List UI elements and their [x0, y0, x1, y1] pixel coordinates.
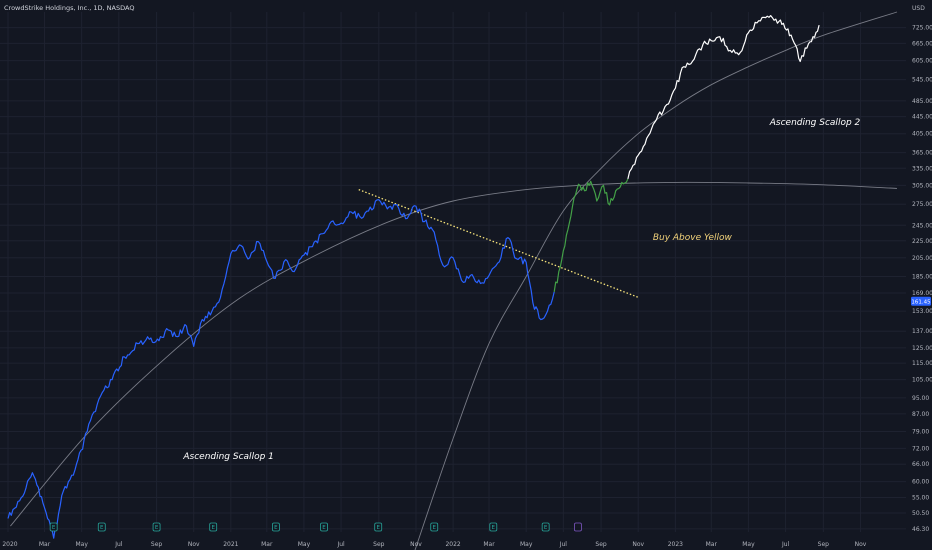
earnings-icon[interactable]: [320, 522, 328, 532]
y-tick-label: 55.00: [912, 494, 929, 501]
earnings-icon[interactable]: [430, 522, 439, 532]
upcoming-earnings-icon[interactable]: [574, 522, 582, 532]
y-tick-label: 60.00: [912, 479, 929, 486]
y-tick-label: 245.00: [912, 222, 932, 229]
time-axis[interactable]: 2020 Mar May Jul Sep Nov 2021 Mar May Jul Sep Nov 20…: [2, 541, 866, 548]
earnings-icon[interactable]: [49, 522, 58, 532]
y-tick-label: 50.50: [912, 510, 929, 517]
earnings-icon[interactable]: [97, 522, 106, 532]
y-tick-label: 105.00: [912, 377, 932, 384]
x-tick-label: 2020: [2, 541, 17, 548]
earnings-icon[interactable]: [489, 522, 498, 532]
x-tick-label: Sep: [151, 541, 163, 548]
y-tick-label: 365.00: [912, 150, 932, 157]
x-tick-label: Sep: [373, 541, 385, 548]
y-tick-label: 125.00: [912, 345, 932, 352]
x-tick-label: May: [520, 541, 533, 548]
scallop-arc-1: [10, 181, 898, 527]
y-tick-label: 545.00: [912, 77, 932, 84]
x-tick-label: Nov: [632, 541, 644, 548]
chart-title: CrowdStrike Holdings, Inc., 1D, NASDAQ: [4, 4, 134, 12]
earnings-label: E: [274, 525, 278, 531]
x-tick-label: May: [298, 541, 311, 548]
earnings-icon[interactable]: [152, 522, 161, 532]
x-tick-label: May: [742, 541, 755, 548]
price-line-segment: [553, 178, 629, 292]
annotation-label: Ascending Scallop 2: [769, 118, 861, 128]
y-tick-label: 335.00: [912, 165, 932, 172]
x-tick-label: Mar: [483, 541, 495, 548]
x-tick-label: 2022: [445, 541, 460, 548]
earnings-icon[interactable]: [272, 522, 280, 532]
x-tick-label: Mar: [39, 541, 51, 548]
y-tick-label: 445.00: [912, 114, 932, 121]
y-tick-label: 153.00: [912, 308, 932, 315]
x-tick-label: May: [75, 541, 88, 548]
y-tick-label: 205.00: [912, 255, 932, 262]
annotations: Ascending Scallop 1 Buy Above Yellow Ascen…: [182, 118, 860, 462]
earnings-label: E: [492, 525, 496, 531]
annotation-label: Ascending Scallop 1: [182, 452, 274, 462]
currency-label: USD: [912, 5, 925, 12]
y-tick-label: 275.00: [912, 201, 932, 208]
y-tick-label: 137.00: [912, 328, 932, 335]
y-tick-label: 115.00: [912, 360, 932, 367]
y-tick-label: 485.00: [912, 98, 932, 105]
earnings-label: E: [100, 525, 104, 531]
price-line-segment: [627, 15, 820, 180]
y-tick-label: 665.00: [912, 40, 932, 47]
earnings-label: E: [52, 525, 56, 531]
x-tick-label: 2023: [668, 541, 683, 548]
y-tick-label: 79.00: [912, 428, 929, 435]
y-tick-label: 46.30: [912, 526, 929, 533]
x-tick-label: 2021: [223, 541, 238, 548]
x-tick-label: Jul: [114, 541, 123, 548]
x-tick-label: Jul: [781, 541, 790, 548]
earnings-icon[interactable]: [541, 522, 550, 532]
earnings-label: E: [544, 525, 548, 531]
grid: [0, 12, 906, 532]
annotation-label: Buy Above Yellow: [653, 233, 733, 243]
y-tick-label: 405.00: [912, 131, 932, 138]
y-tick-label: 169.00: [912, 290, 932, 297]
scallop-arcs: [10, 11, 898, 550]
earnings-icon[interactable]: [374, 522, 383, 532]
x-tick-label: Mar: [261, 541, 273, 548]
earnings-label: E: [211, 525, 215, 531]
y-tick-label: 66.00: [912, 461, 929, 468]
x-tick-label: Mar: [706, 541, 718, 548]
earnings-label: E: [155, 525, 159, 531]
x-tick-label: Nov: [855, 541, 867, 548]
x-tick-label: Nov: [188, 541, 200, 548]
y-tick-label: 725.00: [912, 25, 932, 32]
current-price-badge: [911, 296, 931, 306]
y-tick-label: 87.00: [912, 411, 929, 418]
earnings-label: E: [322, 525, 326, 531]
x-tick-label: Jul: [559, 541, 568, 548]
earnings-label: E: [432, 525, 436, 531]
yellow-trendline: [358, 189, 639, 298]
x-tick-label: Jul: [336, 541, 345, 548]
x-tick-label: Sep: [818, 541, 830, 548]
y-tick-label: 95.00: [912, 395, 929, 402]
y-tick-label: 72.00: [912, 445, 929, 452]
y-tick-label: 305.00: [912, 182, 932, 189]
earnings-label: E: [376, 525, 380, 531]
y-tick-label: 185.00: [912, 273, 932, 280]
x-tick-label: Nov: [410, 541, 422, 548]
x-tick-label: Sep: [595, 541, 607, 548]
earnings-icon[interactable]: [209, 522, 218, 532]
price-series: [7, 15, 820, 539]
y-tick-label: 605.00: [912, 58, 932, 65]
price-axis[interactable]: 725.00 665.00 605.00 545.00 485.00 445.00 405.…: [911, 25, 932, 533]
y-tick-label: 225.00: [912, 238, 932, 245]
trendline: [358, 189, 639, 298]
price-line-segment: [7, 199, 555, 539]
scallop-arc-2: [414, 11, 898, 550]
current-price-label: 161.45: [911, 299, 931, 305]
